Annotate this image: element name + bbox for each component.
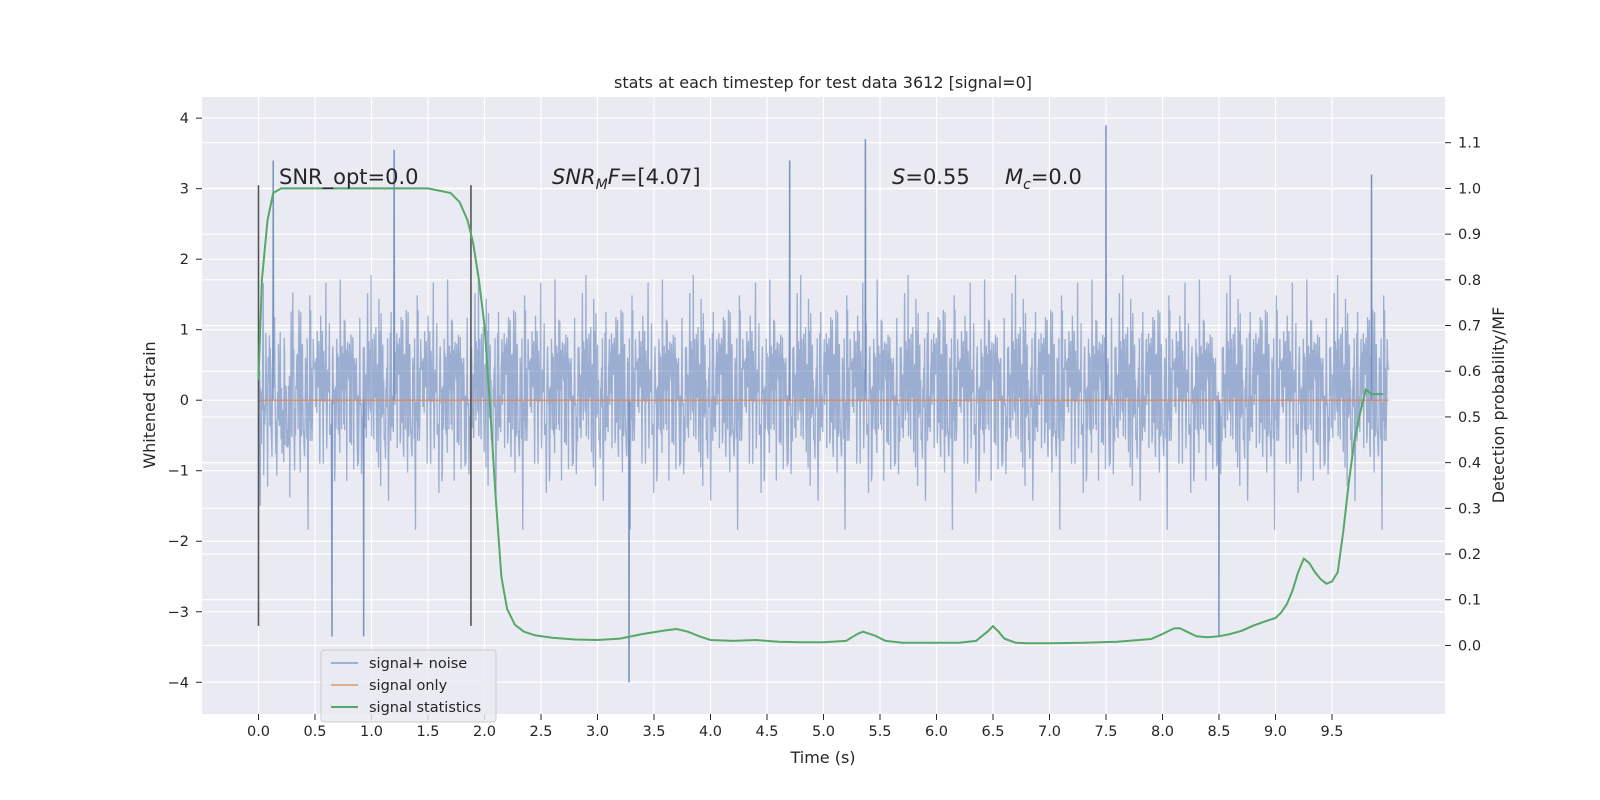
x-tick-label: 1.0 xyxy=(360,724,383,740)
noise-trace xyxy=(257,125,1390,683)
annotation-snr-mf: SNRMF=[4.07] xyxy=(552,165,701,193)
y-tick-label: −2 xyxy=(168,534,189,550)
x-tick-label: 2.5 xyxy=(529,724,552,740)
y-tick-label: −3 xyxy=(168,605,189,621)
series-signal-statistics xyxy=(257,187,1383,645)
x-tick-label: 5.0 xyxy=(812,724,835,740)
y2-tick-label: 0.1 xyxy=(1458,593,1481,609)
x-axis-label: Time (s) xyxy=(789,748,855,767)
x-tick-label: 8.0 xyxy=(1151,724,1174,740)
x-tick-label: 1.5 xyxy=(416,724,439,740)
x-tick-label: 9.0 xyxy=(1264,724,1287,740)
x-tick-label: 7.5 xyxy=(1094,724,1117,740)
x-ticks: 0.0 0.5 1.0 1.5 2.0 2.5 3.0 3.5 4.0 4.5 5.0 5.5 6.0 6… xyxy=(247,714,1344,740)
x-tick-label: 0.5 xyxy=(303,724,326,740)
y2-ticks: 1.1 1.0 0.9 0.8 0.7 0.6 0.5 0.4 0.3 0.2 0.1 0.0 xyxy=(1445,136,1481,654)
y-tick-label: 4 xyxy=(180,111,189,127)
y2-tick-label: 0.5 xyxy=(1458,410,1481,426)
x-tick-label: 0.0 xyxy=(247,724,270,740)
y2-tick-label: 1.0 xyxy=(1458,181,1481,197)
y2-tick-label: 0.8 xyxy=(1458,273,1481,289)
legend-box xyxy=(320,649,497,723)
y2-tick-label: 0.6 xyxy=(1458,364,1481,380)
annotation-s: S=0.55 xyxy=(892,165,970,189)
x-tick-label: 6.5 xyxy=(981,724,1004,740)
chart-title: stats at each timestep for test data 361… xyxy=(614,73,1032,92)
legend-label-signal-noise: signal+ noise xyxy=(369,656,467,672)
y-tick-label: 2 xyxy=(180,252,189,268)
x-tick-label: 4.5 xyxy=(755,724,778,740)
legend: signal+ noise signal only signal statist… xyxy=(320,649,497,723)
legend-label-signal-statistics: signal statistics xyxy=(369,700,481,716)
y-tick-label: −4 xyxy=(168,675,189,691)
y2-tick-label: 0.3 xyxy=(1458,501,1481,517)
y-tick-label: 1 xyxy=(180,323,189,339)
y-ticks: 4 3 2 1 0 −1 −2 −3 −4 xyxy=(168,111,202,691)
annotation-snr-opt: SNR_opt=0.0 xyxy=(279,165,419,190)
y-tick-label: 3 xyxy=(180,182,189,198)
y-tick-label: −1 xyxy=(168,464,189,480)
y2-axis-label: Detection probability/MF xyxy=(1489,307,1508,504)
series-signal-noise xyxy=(257,125,1390,683)
x-tick-label: 4.0 xyxy=(699,724,722,740)
y2-tick-label: 0.4 xyxy=(1458,456,1481,472)
y2-tick-label: 0.9 xyxy=(1458,227,1481,243)
vertical-markers xyxy=(257,185,472,626)
x-tick-label: 7.0 xyxy=(1038,724,1061,740)
x-tick-label: 2.0 xyxy=(473,724,496,740)
x-tick-label: 5.5 xyxy=(868,724,891,740)
y2-tick-label: 1.1 xyxy=(1458,136,1481,152)
annotation-mc: Mc=0.0 xyxy=(1005,165,1082,193)
legend-label-signal-only: signal only xyxy=(369,678,448,694)
y2-tick-label: 0.2 xyxy=(1458,547,1481,563)
y-tick-label: 0 xyxy=(180,393,189,409)
x-tick-label: 3.5 xyxy=(642,724,665,740)
y2-tick-label: 0.7 xyxy=(1458,319,1481,335)
y2-tick-label: 0.0 xyxy=(1458,638,1481,654)
x-tick-label: 6.0 xyxy=(925,724,948,740)
y-axis-label: Whitened strain xyxy=(140,341,159,468)
x-tick-label: 8.5 xyxy=(1207,724,1230,740)
x-tick-label: 3.0 xyxy=(586,724,609,740)
x-tick-label: 9.5 xyxy=(1320,724,1343,740)
